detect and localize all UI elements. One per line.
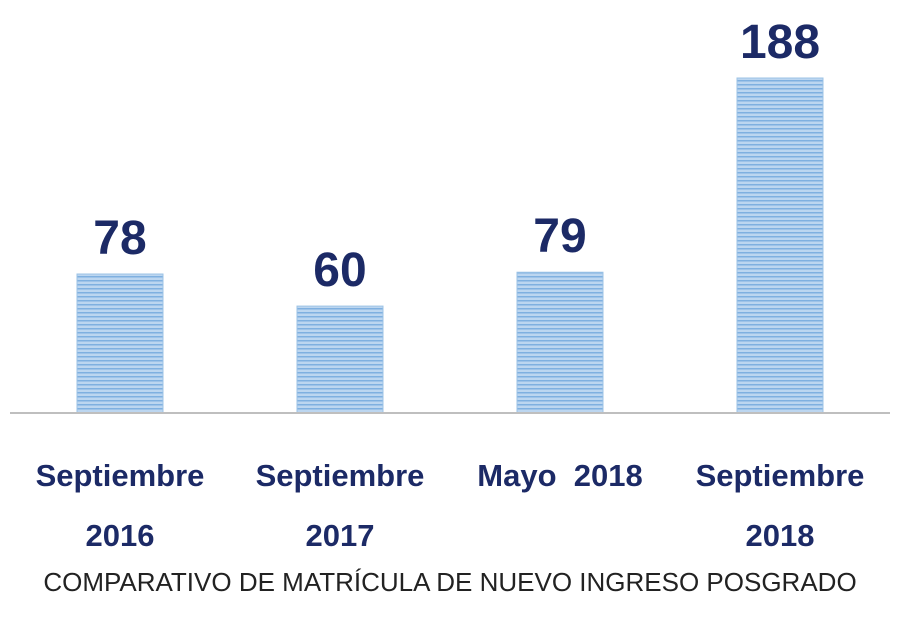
x-tick-label: Septiembre 2016 xyxy=(35,458,214,553)
data-label: 188 xyxy=(740,16,820,69)
x-tick-label: Septiembre 2018 xyxy=(695,458,874,553)
data-label: 79 xyxy=(533,210,586,263)
data-label: 60 xyxy=(313,244,366,297)
bar xyxy=(516,271,604,414)
chart-title: COMPARATIVO DE MATRÍCULA DE NUEVO INGRES… xyxy=(43,567,857,597)
x-tick-label: Septiembre 2017 xyxy=(255,458,434,553)
data-label: 78 xyxy=(93,212,146,265)
x-tick-label: Mayo 2018 xyxy=(477,458,643,493)
bar xyxy=(76,273,164,414)
bar xyxy=(736,77,824,414)
bar xyxy=(296,305,384,414)
